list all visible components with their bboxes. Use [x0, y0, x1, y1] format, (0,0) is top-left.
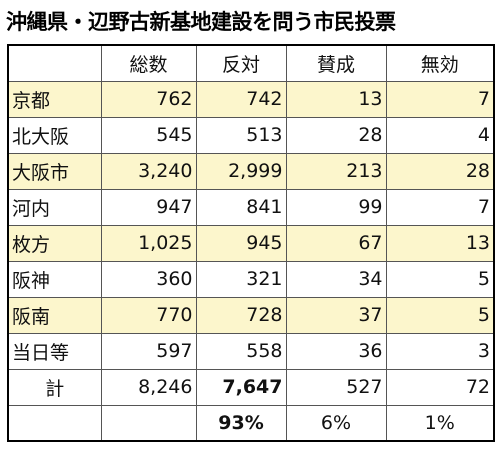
- header-cell: 無効: [385, 44, 495, 82]
- number-cell: 1,025: [100, 224, 197, 262]
- total-cell: 72: [385, 368, 495, 406]
- number-cell: 213: [285, 152, 387, 190]
- region-cell: 当日等: [7, 332, 102, 370]
- data-row: 大阪市 3,240 2,999 213 28: [7, 152, 495, 190]
- number-cell: 67: [285, 224, 387, 262]
- number-cell: 597: [100, 332, 197, 370]
- number-cell: 841: [195, 188, 287, 226]
- number-cell: 7: [385, 188, 495, 226]
- percent-cell: 1%: [385, 404, 495, 442]
- number-cell: 947: [100, 188, 197, 226]
- region-cell: 河内: [7, 188, 102, 226]
- data-row: 阪神 360 321 34 5: [7, 260, 495, 298]
- data-row: 河内 947 841 99 7: [7, 188, 495, 226]
- header-cell: 賛成: [285, 44, 387, 82]
- number-cell: 5: [385, 296, 495, 334]
- number-cell: 5: [385, 260, 495, 298]
- region-cell: 阪南: [7, 296, 102, 334]
- number-cell: 728: [195, 296, 287, 334]
- number-cell: 770: [100, 296, 197, 334]
- total-label: 計: [7, 368, 102, 406]
- number-cell: 13: [385, 224, 495, 262]
- number-cell: 2,999: [195, 152, 287, 190]
- percent-row: 93% 6% 1%: [7, 404, 495, 442]
- total-row: 計 8,246 7,647 527 72: [7, 368, 495, 406]
- title: 沖縄県・辺野古新基地建設を問う市民投票: [6, 10, 396, 34]
- data-row: 北大阪 545 513 28 4: [7, 116, 495, 154]
- total-cell: 8,246: [100, 368, 197, 406]
- number-cell: 13: [285, 80, 387, 118]
- region-cell: 大阪市: [7, 152, 102, 190]
- number-cell: 36: [285, 332, 387, 370]
- number-cell: 762: [100, 80, 197, 118]
- vote-table: 総数 反対 賛成 無効 京都 762 742 13 7 北大阪 545 513 28 4 大阪市 3,240 2…: [7, 44, 495, 442]
- number-cell: 513: [195, 116, 287, 154]
- number-cell: 321: [195, 260, 287, 298]
- percent-cell: 93%: [195, 404, 287, 442]
- data-row: 阪南 770 728 37 5: [7, 296, 495, 334]
- region-cell: 北大阪: [7, 116, 102, 154]
- number-cell: 7: [385, 80, 495, 118]
- region-cell: 阪神: [7, 260, 102, 298]
- header-cell: 総数: [100, 44, 197, 82]
- number-cell: 4: [385, 116, 495, 154]
- number-cell: 3,240: [100, 152, 197, 190]
- number-cell: 99: [285, 188, 387, 226]
- header-cell: 反対: [195, 44, 287, 82]
- number-cell: 545: [100, 116, 197, 154]
- percent-cell: 6%: [285, 404, 387, 442]
- empty-cell: [7, 404, 102, 442]
- data-row: 当日等 597 558 36 3: [7, 332, 495, 370]
- number-cell: 742: [195, 80, 287, 118]
- corner-cell: [7, 44, 102, 82]
- number-cell: 28: [385, 152, 495, 190]
- number-cell: 3: [385, 332, 495, 370]
- header-row: 総数 反対 賛成 無効: [7, 44, 495, 82]
- number-cell: 360: [100, 260, 197, 298]
- total-cell: 7,647: [195, 368, 287, 406]
- number-cell: 945: [195, 224, 287, 262]
- number-cell: 558: [195, 332, 287, 370]
- region-cell: 京都: [7, 80, 102, 118]
- data-row: 京都 762 742 13 7: [7, 80, 495, 118]
- total-cell: 527: [285, 368, 387, 406]
- empty-cell: [100, 404, 197, 442]
- number-cell: 37: [285, 296, 387, 334]
- data-row: 枚方 1,025 945 67 13: [7, 224, 495, 262]
- region-cell: 枚方: [7, 224, 102, 262]
- number-cell: 28: [285, 116, 387, 154]
- number-cell: 34: [285, 260, 387, 298]
